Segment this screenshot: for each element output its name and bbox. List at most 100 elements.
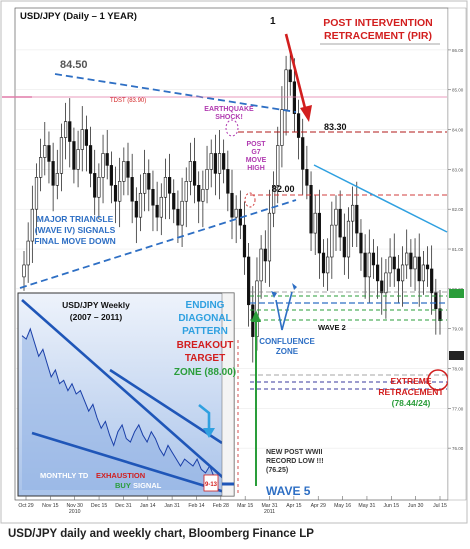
label-8200: 82.00 — [272, 184, 295, 194]
candle-body — [405, 252, 409, 266]
candle-body — [296, 113, 301, 138]
candle-body — [197, 185, 201, 202]
candle-body — [351, 204, 355, 222]
right-axis-panel — [447, 7, 467, 501]
candle-body — [64, 121, 68, 138]
candle-body — [334, 208, 338, 226]
candle-body — [176, 208, 180, 226]
y-axis-ticks: 86.0085.0084.0083.0082.0081.0080.0079.00… — [448, 48, 464, 451]
candle-body — [288, 69, 292, 83]
inset-annotation-2: EXHAUSTION — [96, 471, 145, 480]
candle-body — [234, 208, 238, 218]
x-tick-label: Apr 15 — [286, 503, 301, 509]
y-tick-label: 82.00 — [452, 207, 464, 212]
label-extreme-1: EXTREME — [390, 376, 431, 386]
candle-body — [259, 248, 263, 282]
candle-body — [222, 153, 226, 170]
candle-body — [305, 169, 309, 186]
label-quake: EARTHQUAKE SHOCK! — [204, 106, 254, 121]
candle-body — [271, 185, 276, 214]
candle-body — [292, 81, 297, 114]
candle-body — [47, 145, 51, 162]
candle-body — [247, 256, 251, 306]
candle-body — [425, 264, 430, 270]
candle-body — [188, 161, 193, 182]
candle-body — [367, 252, 371, 278]
label-8330: 83.30 — [324, 122, 347, 132]
candle-body — [84, 129, 88, 146]
quake-circle — [225, 119, 239, 137]
inset-annotation-4: SIGNAL — [133, 481, 162, 490]
y-tick-label: 78.00 — [452, 366, 464, 371]
candle-body — [342, 236, 346, 258]
y-tick-label: 79.00 — [452, 327, 464, 332]
label-g7: POST G7 MOVE HIGH — [246, 141, 267, 172]
triangle-upper-line — [54, 73, 297, 113]
x-tick-label: Dec 31 — [115, 503, 132, 509]
x-tick-label: Feb 14 — [188, 503, 204, 509]
candle-body — [213, 153, 217, 174]
breakout-arrow — [198, 403, 211, 430]
candle-body — [309, 185, 313, 234]
figure-caption: USD/JPY daily and weekly chart, Bloomber… — [8, 528, 314, 540]
x-tick-label: Apr 29 — [311, 503, 326, 509]
x-tick-label: Feb 28 — [213, 503, 229, 509]
candle-body — [230, 192, 234, 218]
candle-body — [151, 188, 155, 206]
candle-body — [388, 256, 392, 274]
candle-body — [338, 208, 342, 238]
g7-circle — [244, 192, 256, 208]
candle-body — [109, 165, 113, 186]
triangle-lines — [19, 33, 449, 496]
candle-body — [134, 200, 138, 218]
daily-candles — [22, 51, 442, 363]
candle-body — [400, 264, 405, 282]
candle-body — [43, 145, 47, 158]
candle-body — [88, 145, 93, 174]
y-tick-label: 85.00 — [452, 88, 464, 93]
candle-body — [68, 121, 72, 142]
label-record: NEW POST WWII RECORD LOW !!! (76.25) — [266, 449, 324, 474]
x-tick-label: May 31 — [358, 503, 375, 509]
y-tick-label: 83.00 — [452, 167, 464, 172]
candle-body — [321, 252, 326, 274]
x-tick-label: Jan 14 — [140, 503, 156, 509]
candle-body — [105, 153, 109, 166]
breakout-arrowhead — [203, 428, 215, 438]
x-tick-label: Dec 15 — [91, 503, 108, 509]
candle-body — [284, 69, 288, 110]
x-tick-label: Oct 29 — [18, 503, 33, 509]
candle-body — [113, 185, 118, 202]
downtrend-line — [313, 164, 448, 233]
pir-arrow — [284, 33, 308, 113]
candle-body — [184, 181, 188, 202]
candle-body — [22, 264, 26, 278]
label-ending: ENDING DIAGONAL PATTERN — [178, 300, 231, 337]
candle-body — [438, 308, 442, 322]
candle-body — [30, 208, 34, 242]
label-high-1: 1 — [270, 16, 276, 27]
weekly-inset — [17, 292, 235, 497]
x-tick-label: Jun 15 — [384, 503, 400, 509]
candle-body — [51, 161, 55, 186]
x-tick-label: Nov 15 — [42, 503, 59, 509]
candle-body — [267, 212, 272, 262]
label-tdst: TDST (83.90) — [110, 98, 146, 104]
candle-body — [159, 196, 163, 218]
x-tick-label: Nov 30 2010 — [66, 503, 83, 515]
candle-body — [39, 157, 43, 178]
wave5-arrowhead — [251, 310, 261, 322]
pir-title: POST INTERVENTION RETRACEMENT (PIR) — [323, 17, 433, 42]
x-tick-label: Jan 31 — [164, 503, 180, 509]
inset-annotation-5: 9-13 — [205, 482, 218, 488]
price-marker-dark — [449, 351, 464, 360]
candle-body — [192, 161, 197, 186]
candle-body — [172, 192, 176, 210]
y-tick-label: 81.00 — [452, 247, 464, 252]
candle-body — [242, 224, 247, 258]
label-extreme-2: RETRACEMENT — [378, 387, 444, 397]
candle-body — [384, 272, 388, 294]
candle-body — [330, 224, 334, 258]
candle-body — [55, 173, 59, 186]
x-axis-ticks: Oct 29 Nov 15 Nov 30 2010 Dec 15 Dec 31 Jan 14… — [18, 496, 447, 515]
